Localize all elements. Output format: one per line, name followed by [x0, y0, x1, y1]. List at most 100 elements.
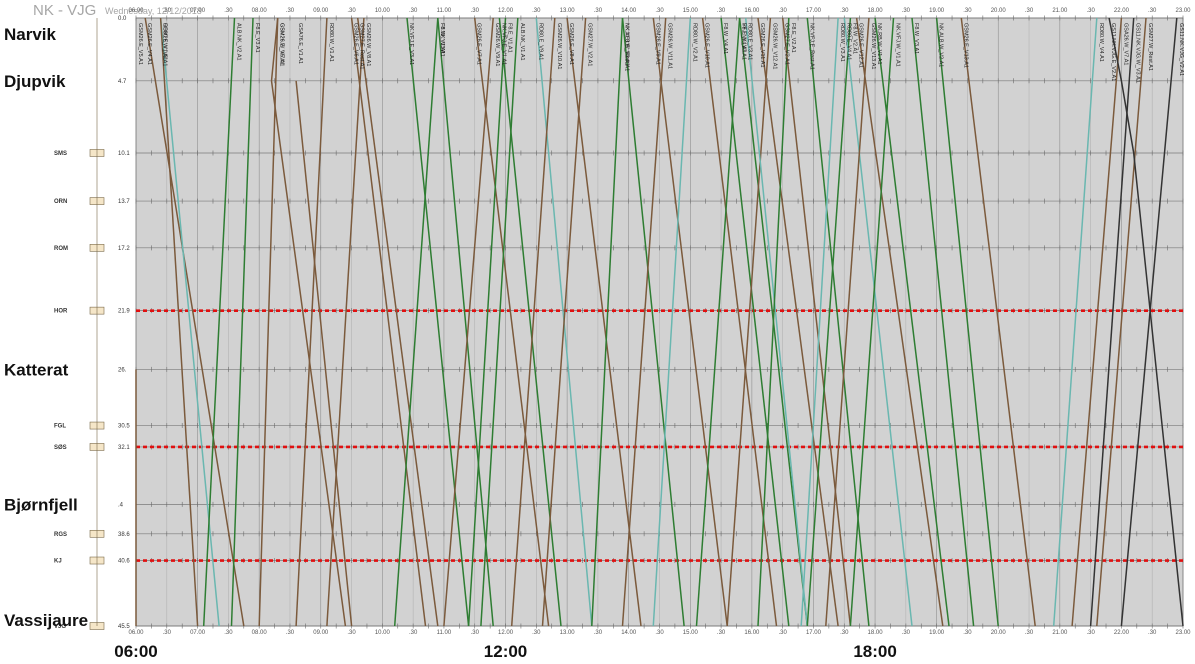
- chart-title: NK - VJG: [33, 2, 96, 19]
- station-code-label: KJ: [54, 559, 62, 565]
- train-label: GSM26.E_V9.A1: [654, 23, 660, 65]
- train-label: GSM26.E_V11.A1: [759, 23, 765, 68]
- train-path: [437, 17, 494, 627]
- top-tick-label: 18.00: [868, 8, 884, 14]
- chart-subtitle: Wednesday, 12/12/2018: [105, 6, 202, 16]
- train-label: GS11.NK.VJG_V2.A1: [1178, 23, 1184, 76]
- train-label: GSM26.W_V10.A1: [556, 23, 562, 69]
- station-km-label: 26.: [118, 367, 127, 373]
- top-tick-label: .30: [409, 8, 418, 14]
- train-label: RD80.W_V3.A1: [839, 23, 845, 62]
- bottom-tick-label: 22.00: [1114, 630, 1130, 636]
- train-path: [1120, 17, 1178, 627]
- top-tick-label: .30: [471, 8, 480, 14]
- train-path: [911, 17, 975, 627]
- train-label: RD80.E_V9.A1: [537, 23, 543, 60]
- train-path: [473, 17, 550, 627]
- bottom-tick-label: 14.00: [621, 630, 637, 636]
- top-tick-label: 14.00: [621, 8, 637, 14]
- bottom-tick-label: .30: [471, 630, 480, 636]
- train-path: [258, 17, 279, 627]
- train-label: GSA26.W_V7.A1: [1122, 23, 1128, 66]
- train-labels: GSM26.E_V4.A1 RD80.E_V1.A1 GSM26.E_V5.A1 GS…: [137, 23, 1184, 83]
- train-path: [1089, 17, 1135, 627]
- top-tick-label: 10.00: [375, 8, 391, 14]
- train-path: [230, 17, 254, 627]
- train-label: F8.E_V1.A1: [507, 23, 513, 53]
- train-path: [1108, 17, 1184, 627]
- top-tick-label: 09.00: [313, 8, 329, 14]
- train-path: [591, 17, 624, 627]
- train-label: GSM26.W_V7.A1: [279, 23, 285, 66]
- train-label: RD80.E_V4.A1: [845, 23, 851, 60]
- bottom-tick-label: 13.00: [560, 630, 576, 636]
- train-label: RD80.E_V3.A1: [747, 23, 753, 60]
- bottom-tick-label: 15.00: [683, 630, 699, 636]
- train-label: GSM26.E_V6.A1: [353, 23, 359, 65]
- station-km-label: 32.1: [118, 445, 130, 451]
- big-time-label: 12:00: [484, 642, 527, 661]
- train-path: [935, 17, 999, 627]
- station-axis: 0.0 4.7 10.1 SMS 13.7 ORN 17.2 ROM 21.9 HOR 26. 30.…: [54, 16, 130, 630]
- bottom-tick-label: 07.00: [190, 630, 206, 636]
- train-path: [498, 17, 562, 627]
- bottom-tick-label: .30: [163, 630, 172, 636]
- train-path: [144, 17, 245, 627]
- top-tick-label: 12.00: [498, 8, 514, 14]
- train-label: RD80.W_V4.A1: [1098, 23, 1104, 62]
- train-label: GSM26.E_V13.A1: [962, 23, 968, 68]
- train-label: GSM26.W_V11.A1: [667, 23, 673, 69]
- train-label: NK.VFJ.E_V1.A1: [500, 23, 506, 65]
- top-tick-label: 11.00: [437, 8, 452, 14]
- station-name-label: Djupvik: [4, 72, 66, 91]
- station-code-label: SMS: [54, 151, 67, 157]
- train-label: NK.ALB.E_V3.A1: [624, 23, 630, 66]
- bottom-tick-label: .30: [286, 630, 295, 636]
- train-label: F8.W_V2.A1: [851, 23, 857, 54]
- station-km-label: 30.5: [118, 424, 130, 430]
- train-path: [781, 17, 852, 627]
- train-label: GSM26.W_V12.A1: [771, 23, 777, 69]
- train-path: [326, 17, 365, 627]
- top-tick-label: 16.00: [744, 8, 760, 14]
- train-label: GSM27.W_Rest.A1: [1147, 23, 1153, 71]
- bottom-tick-label: .30: [347, 630, 356, 636]
- bottom-tick-label: .30: [840, 630, 849, 636]
- top-tick-label: 21.00: [1052, 8, 1068, 14]
- top-tick-label: 19.00: [929, 8, 945, 14]
- bottom-tick-label: .30: [594, 630, 603, 636]
- top-tick-label: 07.00: [190, 8, 206, 14]
- top-tick-label: .30: [224, 8, 233, 14]
- big-labels: Narvik Djupvik Katterat Bjørnfjell Vassijaur…: [4, 25, 897, 661]
- bottom-tick-label: .30: [1086, 630, 1095, 636]
- train-path: [800, 17, 839, 627]
- top-tick-label: .30: [1148, 8, 1157, 14]
- train-label: NK.VFJ.E_Rest.A1: [808, 23, 814, 70]
- station-km-label: 38.6: [118, 532, 130, 538]
- train-path: [1096, 17, 1147, 627]
- top-tick-label: .30: [902, 8, 911, 14]
- bottom-tick-label: 21.00: [1052, 630, 1068, 636]
- time-ticks: 06.00 .30 07.00 .30 08.00 .30 09.00 .30 10.00 .30…: [128, 8, 1191, 636]
- train-path: [874, 17, 950, 627]
- bottom-tick-label: .30: [1025, 630, 1034, 636]
- train-label: NK.VFJ.W_Rest.A1: [624, 23, 630, 71]
- bottom-tick-label: 08.00: [252, 630, 268, 636]
- bottom-tick-label: .30: [532, 630, 541, 636]
- train-label: F8.E_V4.A1: [741, 23, 747, 53]
- station-name-label: Katterat: [4, 360, 69, 379]
- station-code-label: FGL: [54, 424, 66, 430]
- bottom-tick-label: 20.00: [991, 630, 1007, 636]
- train-path: [443, 17, 494, 627]
- station-km-label: 21.9: [118, 309, 130, 315]
- train-label: F8.E_V3.A1: [254, 23, 260, 53]
- bottom-tick-label: .30: [902, 630, 911, 636]
- top-tick-label: .30: [594, 8, 603, 14]
- top-tick-label: 15.00: [683, 8, 699, 14]
- train-label: ALB.NK_V2.A1: [236, 23, 242, 61]
- train-label: GSM27.E_V2.A1: [784, 23, 790, 65]
- train-label: GSM26.E_V7.A1: [476, 23, 482, 65]
- train-label: F8.W_V4.A1: [722, 23, 728, 54]
- train-path: [806, 17, 870, 627]
- top-tick-label: .30: [1086, 8, 1095, 14]
